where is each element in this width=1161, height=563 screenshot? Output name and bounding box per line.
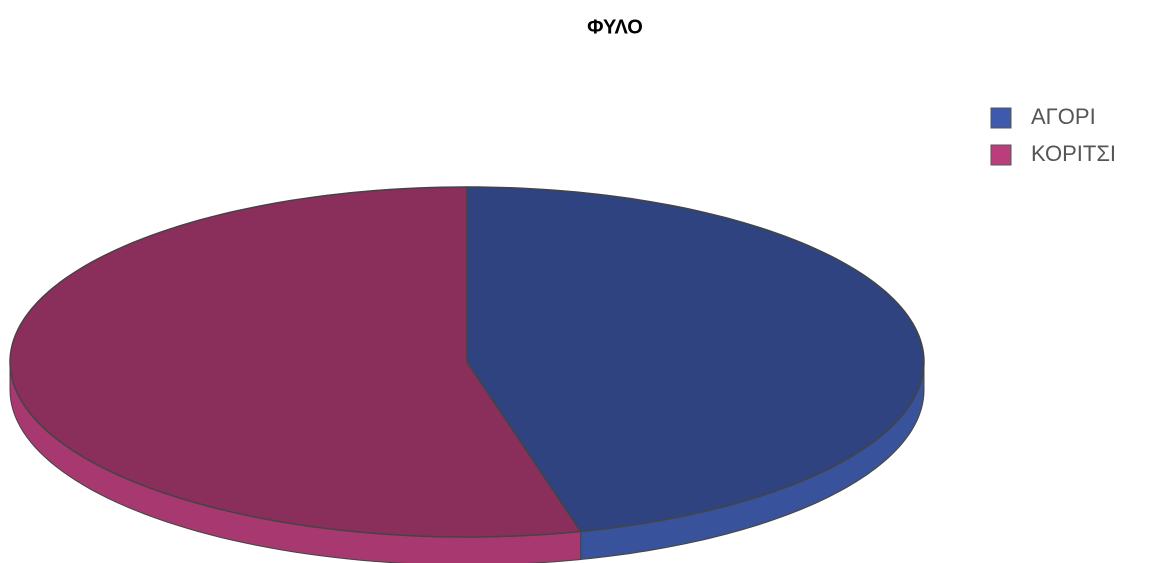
slice [9,186,582,538]
legend-label: ΑΓΟΡΙ [1031,104,1096,129]
chart-title: ΦΥΛΟ [587,16,643,38]
slice [466,186,925,533]
legend-swatch [990,144,1012,166]
legend-swatch [990,107,1012,129]
legend-label: ΚΟΡΙΤΣΙ [1031,141,1116,166]
